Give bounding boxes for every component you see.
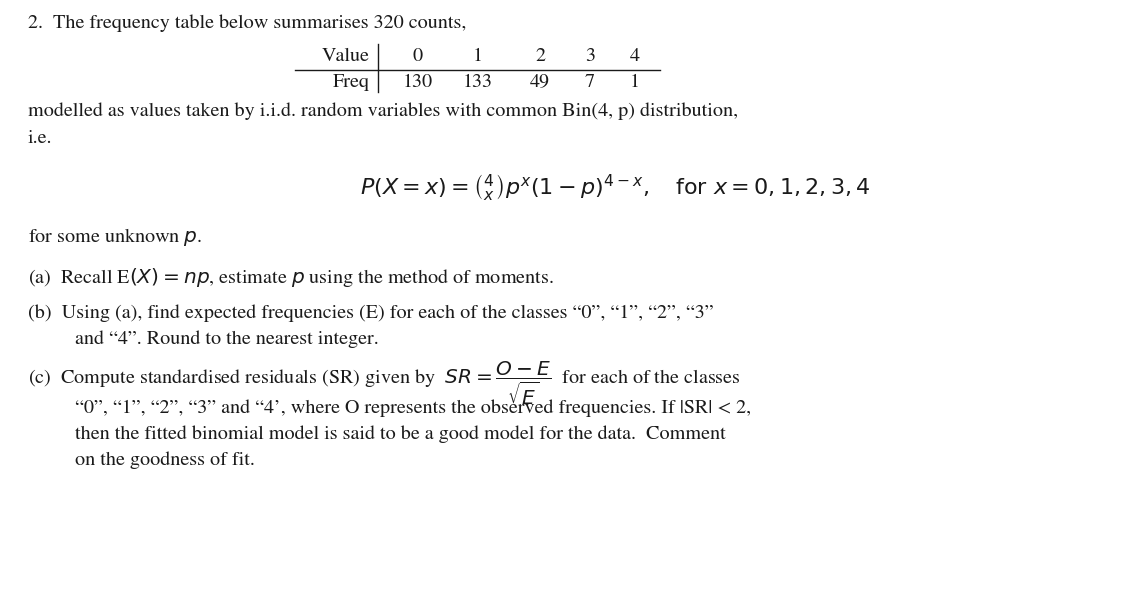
Text: then the fitted binomial model is said to be a good model for the data.  Comment: then the fitted binomial model is said t… (75, 425, 726, 443)
Text: 133: 133 (463, 74, 493, 91)
Text: 1: 1 (630, 74, 640, 91)
Text: $P(X = x) = \binom{4}{x}p^{x}(1 - p)^{4-x},\quad \mathrm{for}\ x = 0,1,2,3,4$: $P(X = x) = \binom{4}{x}p^{x}(1 - p)^{4-… (360, 172, 871, 202)
Text: i.e.: i.e. (28, 130, 52, 147)
Text: 4: 4 (630, 48, 640, 65)
Text: 3: 3 (585, 48, 595, 65)
Text: 2.  The frequency table below summarises 320 counts,: 2. The frequency table below summarises … (28, 14, 467, 31)
Text: 130: 130 (403, 74, 434, 91)
Text: and “4”. Round to the nearest integer.: and “4”. Round to the nearest integer. (75, 330, 379, 348)
Text: 2: 2 (535, 48, 545, 65)
Text: 49: 49 (530, 74, 550, 91)
Text: “0”, “1”, “2”, “3” and “4’, where O represents the observed frequencies. If |SR|: “0”, “1”, “2”, “3” and “4’, where O repr… (75, 399, 751, 417)
Text: on the goodness of fit.: on the goodness of fit. (75, 451, 255, 469)
Text: 7: 7 (585, 74, 595, 91)
Text: 1: 1 (473, 48, 483, 65)
Text: (a)  Recall E$(X) = np$, estimate $p$ using the method of moments.: (a) Recall E$(X) = np$, estimate $p$ usi… (28, 266, 554, 289)
Text: 0: 0 (413, 48, 423, 65)
Text: Value: Value (322, 48, 370, 65)
Text: for some unknown $p$.: for some unknown $p$. (28, 226, 203, 248)
Text: Freq: Freq (333, 74, 370, 91)
Text: (c)  Compute standardised residuals (SR) given by  $SR = \dfrac{O-E}{\sqrt{E}}$ : (c) Compute standardised residuals (SR) … (28, 359, 741, 406)
Text: (b)  Using (a), find expected frequencies (E) for each of the classes “0”, “1”, : (b) Using (a), find expected frequencies… (28, 304, 714, 322)
Text: modelled as values taken by i.i.d. random variables with common Bin(4, p) distri: modelled as values taken by i.i.d. rando… (28, 102, 739, 120)
